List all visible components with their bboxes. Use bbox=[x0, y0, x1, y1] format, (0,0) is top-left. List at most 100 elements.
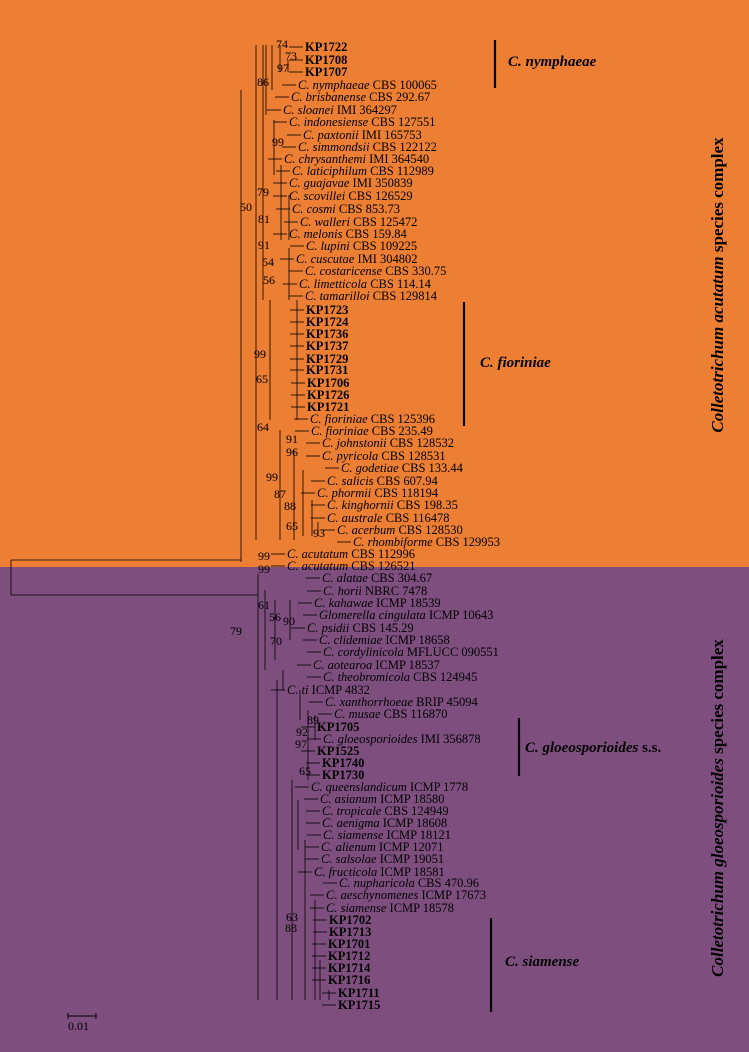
strain-code: KP1723 bbox=[306, 303, 348, 317]
taxon-label: C. pyricola CBS 128531 bbox=[322, 449, 446, 463]
strain-code: CBS 292.67 bbox=[369, 90, 430, 104]
taxon-label: C. xanthorrhoeae BRIP 45094 bbox=[325, 695, 479, 709]
strain-code: CBS 116870 bbox=[384, 707, 448, 721]
taxon-label: C. limetticola CBS 114.14 bbox=[299, 277, 432, 291]
strain-label: KP1729 bbox=[306, 352, 348, 366]
strain-code: KP1706 bbox=[307, 376, 349, 390]
strain-code: KP1708 bbox=[305, 53, 347, 67]
strain-code: KP1711 bbox=[338, 986, 380, 1000]
strain-label: KP1726 bbox=[307, 388, 349, 402]
species-name: C. rhombiforme bbox=[353, 535, 436, 549]
strain-label: KP1708 bbox=[305, 53, 347, 67]
taxon-label: C. salsolae ICMP 19051 bbox=[321, 852, 444, 866]
taxon-label: C. fioriniae CBS 235.49 bbox=[311, 424, 433, 438]
strain-code: CBS 125472 bbox=[353, 215, 417, 229]
species-name: C. paxtonii bbox=[303, 128, 362, 142]
strain-code: CBS 159.84 bbox=[346, 227, 408, 241]
species-name: C. johnstonii bbox=[322, 436, 390, 450]
strain-code: ICMP 18121 bbox=[387, 828, 451, 842]
species-name: C. salsolae bbox=[321, 852, 380, 866]
strain-code: CBS 100065 bbox=[373, 78, 437, 92]
taxon-label: C. kinghornii CBS 198.35 bbox=[327, 498, 458, 512]
strain-code: IMI 350839 bbox=[353, 176, 413, 190]
taxon-label: C. aenigma ICMP 18608 bbox=[322, 816, 447, 830]
strain-code: CBS 109225 bbox=[353, 239, 417, 253]
strain-label: KP1737 bbox=[306, 339, 348, 353]
species-name: C. fructicola bbox=[314, 865, 380, 879]
taxon-label: C. cordylinicola MFLUCC 090551 bbox=[323, 645, 499, 659]
bootstrap-value: 99 bbox=[266, 470, 278, 484]
strain-label: KP1712 bbox=[328, 949, 370, 963]
strain-code: CBS 304.67 bbox=[371, 571, 432, 585]
strain-code: ICMP 10643 bbox=[429, 608, 493, 622]
strain-code: IMI 304802 bbox=[357, 252, 417, 266]
strain-label: KP1731 bbox=[306, 363, 348, 377]
taxon-label: C. queenslandicum ICMP 1778 bbox=[311, 780, 468, 794]
strain-code: CBS 133.44 bbox=[402, 461, 464, 475]
strain-code: KP1701 bbox=[328, 937, 370, 951]
bootstrap-value: 93 bbox=[313, 526, 325, 540]
bootstrap-value: 54 bbox=[262, 255, 274, 269]
bootstrap-value: 61 bbox=[258, 598, 270, 612]
taxon-label: C. godetiae CBS 133.44 bbox=[341, 461, 464, 475]
taxon-label: C. clidemiae ICMP 18658 bbox=[319, 633, 450, 647]
taxon-label: C. aeschynomenes ICMP 17673 bbox=[326, 888, 486, 902]
species-name: C. siamense bbox=[326, 901, 390, 915]
bootstrap-value: 79 bbox=[230, 624, 242, 638]
strain-code: CBS 125396 bbox=[371, 412, 435, 426]
strain-code: IMI 364540 bbox=[369, 152, 429, 166]
taxon-label: C. rhombiforme CBS 129953 bbox=[353, 535, 500, 549]
species-name: C. simmondsii bbox=[298, 140, 373, 154]
species-name: C. australe bbox=[327, 511, 386, 525]
bootstrap-value: 99 bbox=[272, 135, 284, 149]
strain-code: CBS 124945 bbox=[413, 670, 477, 684]
taxon-label: C. tamarilloi CBS 129814 bbox=[305, 289, 438, 303]
strain-code: CBS 129953 bbox=[436, 535, 500, 549]
strain-label: KP1716 bbox=[328, 973, 370, 987]
strain-code: KP1716 bbox=[328, 973, 370, 987]
species-name: C. alatae bbox=[322, 571, 371, 585]
taxon-label: C. alienum ICMP 12071 bbox=[321, 840, 443, 854]
strain-code: ICMP 12071 bbox=[379, 840, 443, 854]
bootstrap-value: 97 bbox=[295, 737, 307, 751]
strain-code: KP1702 bbox=[329, 913, 371, 927]
bootstrap-value: 88 bbox=[285, 921, 297, 935]
species-name: C. cosmi bbox=[292, 202, 339, 216]
strain-label: KP1715 bbox=[338, 998, 380, 1012]
taxon-label: C. walleri CBS 125472 bbox=[300, 215, 417, 229]
taxon-label: C. sloanei IMI 364297 bbox=[283, 103, 397, 117]
strain-code: CBS 112989 bbox=[370, 164, 434, 178]
bootstrap-value: 90 bbox=[283, 614, 295, 628]
strain-code: CBS 124949 bbox=[384, 804, 448, 818]
strain-code: CBS 330.75 bbox=[385, 264, 446, 278]
bootstrap-value: 79 bbox=[257, 185, 269, 199]
strain-code: IMI 356878 bbox=[421, 732, 481, 746]
bootstrap-value: 92 bbox=[296, 725, 308, 739]
bootstrap-value: 91 bbox=[258, 238, 270, 252]
bootstrap-value: 74 bbox=[276, 37, 288, 51]
acutatum-complex-label: Colletotrichum acutatum species complex bbox=[708, 137, 727, 433]
species-name: C. acutatum bbox=[287, 559, 351, 573]
taxon-label: C. nymphaeae CBS 100065 bbox=[298, 78, 437, 92]
strain-code: KP1729 bbox=[306, 352, 348, 366]
species-name: C. tamarilloi bbox=[305, 289, 373, 303]
bootstrap-value: 65 bbox=[299, 764, 311, 778]
tree-branches bbox=[10, 45, 351, 1006]
strain-label: KP1706 bbox=[307, 376, 349, 390]
taxon-label: C. ti ICMP 4832 bbox=[287, 683, 370, 697]
species-name: C. kinghornii bbox=[327, 498, 397, 512]
strain-code: CBS 122122 bbox=[373, 140, 437, 154]
taxon-label: C. gloeosporioides IMI 356878 bbox=[323, 732, 481, 746]
taxon-label: C. aotearoa ICMP 18537 bbox=[313, 658, 440, 672]
taxon-label: C. guajavae IMI 350839 bbox=[289, 176, 413, 190]
species-name: C. limetticola bbox=[299, 277, 370, 291]
strain-code: KP1714 bbox=[328, 961, 371, 975]
bootstrap-value: 87 bbox=[274, 487, 286, 501]
taxon-label: C. scovillei CBS 126529 bbox=[289, 189, 413, 203]
strain-code: CBS 118194 bbox=[374, 486, 439, 500]
taxon-label: Glomerella cingulata ICMP 10643 bbox=[319, 608, 493, 622]
strain-code: KP1712 bbox=[328, 949, 370, 963]
species-name: C. costaricense bbox=[305, 264, 385, 278]
species-name: C. gloeosporioides bbox=[323, 732, 421, 746]
bootstrap-value: 63 bbox=[286, 910, 298, 924]
